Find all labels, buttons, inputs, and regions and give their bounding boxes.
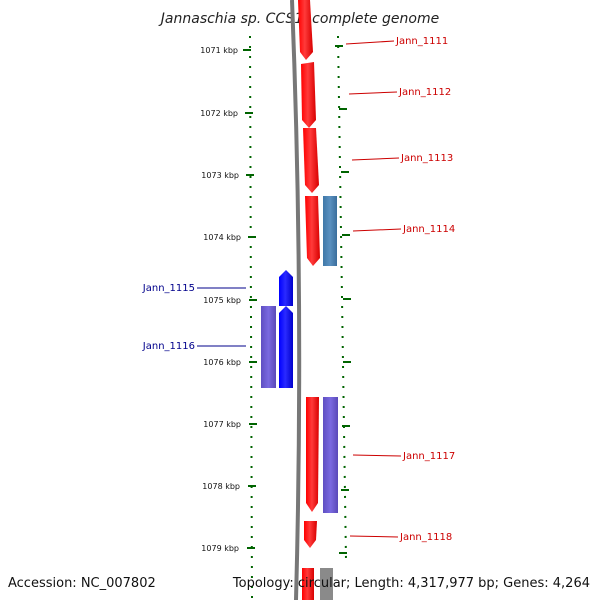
feature-bar-gray[interactable]: [320, 568, 333, 600]
gene-feature-jann-1114[interactable]: [305, 196, 320, 266]
leader-line: [345, 40, 395, 45]
genome-summary-text: Topology: circular; Length: 4,317,977 bp…: [232, 576, 590, 591]
scale-ticks-left: [243, 49, 257, 549]
reverse-strand-genes: [261, 270, 293, 388]
scale-label: 1077 kbp: [203, 420, 241, 429]
gene-label-jann-1113[interactable]: Jann_1113: [400, 153, 453, 164]
gene-feature-jann-1117[interactable]: [306, 397, 319, 512]
gene-label-jann-1118[interactable]: Jann_1118: [399, 532, 452, 543]
gene-label-jann-1112[interactable]: Jann_1112: [398, 87, 451, 98]
gene-label-jann-1111[interactable]: Jann_1111: [395, 36, 448, 47]
gene-feature-jann-1113[interactable]: [303, 128, 319, 193]
gene-feature-jann-1111[interactable]: [298, 0, 313, 60]
gene-feature-partial[interactable]: [302, 568, 314, 600]
feature-bar-slate[interactable]: [323, 397, 338, 513]
leader-line: [349, 535, 399, 538]
gene-feature-jann-1118[interactable]: [304, 521, 317, 548]
gene-label-jann-1115[interactable]: Jann_1115: [142, 283, 195, 294]
gene-feature-jann-1112[interactable]: [301, 62, 316, 128]
scale-label: 1076 kbp: [203, 358, 241, 367]
leader-line: [351, 157, 400, 161]
genome-backbone: [290, 0, 302, 600]
gene-label-jann-1114[interactable]: Jann_1114: [402, 224, 455, 235]
scale-label: 1074 kbp: [203, 233, 241, 242]
left-tick-track: [249, 35, 253, 600]
scale-ticks-right: [335, 45, 351, 554]
label-leaders: [197, 40, 402, 538]
feature-bar-steel[interactable]: [323, 196, 337, 266]
scale-label: 1072 kbp: [200, 109, 238, 118]
feature-bar-slate-reverse[interactable]: [261, 306, 276, 388]
scale-label: 1079 kbp: [201, 544, 239, 553]
gene-labels: Jann_1111 Jann_1112 Jann_1113 Jann_1114 …: [142, 36, 455, 543]
gene-feature-jann-1116[interactable]: [279, 306, 293, 388]
gene-label-jann-1116[interactable]: Jann_1116: [142, 341, 195, 352]
scale-label: 1071 kbp: [200, 46, 238, 55]
scale-labels: 1071 kbp 1072 kbp 1073 kbp 1074 kbp 1075…: [200, 46, 241, 553]
scale-label: 1075 kbp: [203, 296, 241, 305]
map-title: Jannaschia sp. CCS1, complete genome: [158, 11, 439, 27]
scale-label: 1073 kbp: [201, 171, 239, 180]
forward-strand-genes: [298, 0, 320, 600]
forward-strand-other-features: [320, 196, 338, 600]
gene-label-jann-1117[interactable]: Jann_1117: [402, 451, 455, 462]
leader-line: [352, 228, 402, 232]
leader-line: [348, 91, 398, 95]
gene-feature-jann-1115[interactable]: [279, 270, 293, 306]
leader-line: [352, 454, 402, 457]
scale-label: 1078 kbp: [202, 482, 240, 491]
accession-text: Accession: NC_007802: [8, 576, 156, 591]
